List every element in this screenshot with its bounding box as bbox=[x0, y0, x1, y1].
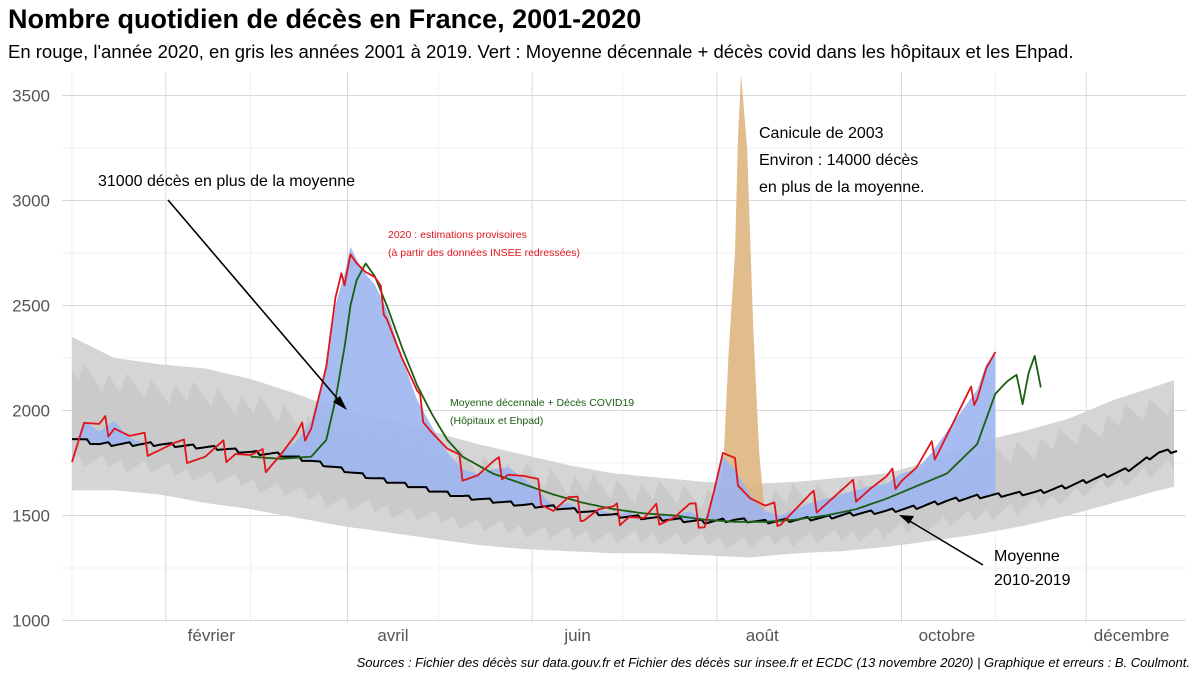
annotation-excess: 31000 décès en plus de la moyenne bbox=[98, 173, 355, 410]
annotation-excess-label: 31000 décès en plus de la moyenne bbox=[98, 173, 355, 190]
annotation-moyenne-arrow bbox=[907, 519, 984, 566]
annotation-canicule: Canicule de 2003 Environ : 14000 décès e… bbox=[759, 125, 924, 196]
y-tick-label: 3000 bbox=[12, 192, 50, 211]
annotation-canicule-line3: en plus de la moyenne. bbox=[759, 179, 924, 196]
y-tick-label: 2500 bbox=[12, 297, 50, 316]
annotation-canicule-line2: Environ : 14000 décès bbox=[759, 152, 918, 169]
y-tick-label: 2000 bbox=[12, 402, 50, 421]
x-tick-label: avril bbox=[377, 626, 408, 645]
annotation-canicule-line1: Canicule de 2003 bbox=[759, 125, 884, 142]
excess-2020-area bbox=[72, 246, 996, 522]
annotation-green: Moyenne décennale + Décès COVID19 (Hôpit… bbox=[450, 397, 634, 427]
chart-subtitle: En rouge, l'année 2020, en gris les anné… bbox=[8, 41, 1074, 62]
annotation-estim-line1: 2020 : estimations provisoires bbox=[388, 229, 527, 241]
x-tick-label: février bbox=[188, 626, 236, 645]
annotation-estim-line2: (à partir des données INSEE redressées) bbox=[388, 247, 580, 259]
annotation-estimations: 2020 : estimations provisoires (à partir… bbox=[388, 229, 580, 259]
annotation-excess-arrow bbox=[167, 199, 343, 405]
source-caption: Sources : Fichier des décès sur data.gou… bbox=[356, 655, 1190, 670]
annotation-moyenne-line2: 2010-2019 bbox=[994, 572, 1071, 589]
tick-labels: 1000 1500 2000 2500 3000 3500 février avril juin… bbox=[12, 87, 1169, 646]
chart-title: Nombre quotidien de décès en France, 200… bbox=[8, 4, 642, 34]
series-moyenne-line bbox=[72, 438, 1178, 525]
annotation-moyenne: Moyenne 2010-2019 bbox=[899, 515, 1071, 589]
series-2020-line bbox=[71, 253, 997, 529]
x-tick-label: août bbox=[746, 626, 779, 645]
annotation-excess-arrowhead bbox=[333, 396, 347, 410]
y-tick-label: 1000 bbox=[12, 612, 50, 631]
series-lines bbox=[71, 253, 1178, 529]
fill-areas bbox=[72, 74, 996, 522]
annotation-moyenne-arrowhead bbox=[899, 515, 914, 524]
y-tick-label: 1500 bbox=[12, 507, 50, 526]
annotation-green-line2: (Hôpitaux et Ehpad) bbox=[450, 415, 543, 427]
canicule-2003-area bbox=[710, 74, 766, 520]
y-tick-label: 3500 bbox=[12, 87, 50, 106]
x-tick-label: décembre bbox=[1094, 626, 1170, 645]
annotation-moyenne-line1: Moyenne bbox=[994, 548, 1060, 565]
x-tick-label: octobre bbox=[919, 626, 976, 645]
annotation-green-line1: Moyenne décennale + Décès COVID19 bbox=[450, 397, 634, 409]
x-tick-label: juin bbox=[563, 626, 590, 645]
